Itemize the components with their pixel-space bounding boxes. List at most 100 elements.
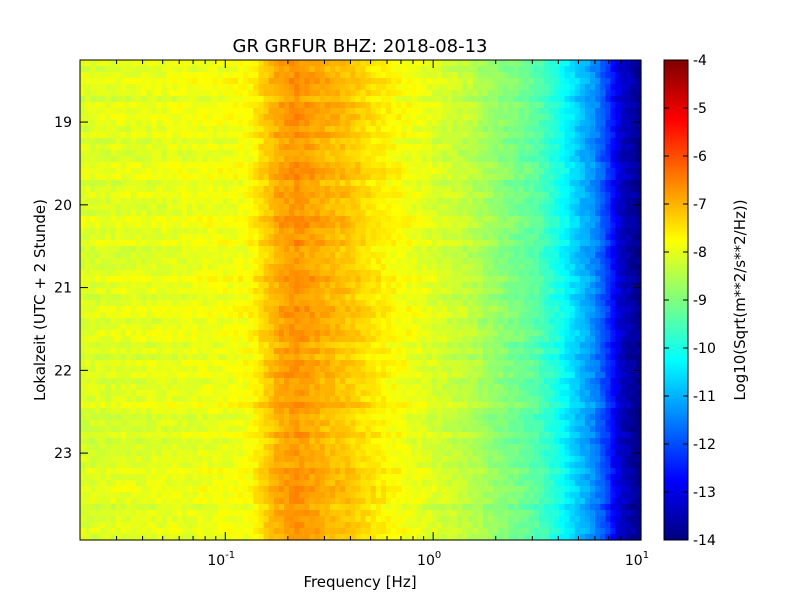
heatmap-cell bbox=[584, 270, 591, 277]
heatmap-cell bbox=[233, 78, 239, 85]
heatmap-cell bbox=[620, 114, 627, 121]
heatmap-cell bbox=[340, 228, 346, 235]
heatmap-cell bbox=[90, 102, 96, 109]
heatmap-cell bbox=[579, 66, 586, 73]
heatmap-cell bbox=[518, 234, 525, 241]
heatmap-cell bbox=[375, 102, 382, 109]
heatmap-cell bbox=[268, 324, 275, 331]
heatmap-cell bbox=[95, 90, 101, 97]
heatmap-cell bbox=[523, 228, 530, 235]
heatmap-cell bbox=[559, 126, 566, 133]
heatmap-cell bbox=[299, 282, 305, 289]
heatmap-cell bbox=[192, 270, 198, 277]
heatmap-cell bbox=[166, 150, 173, 157]
heatmap-cell bbox=[421, 180, 428, 187]
heatmap-cell bbox=[85, 288, 91, 295]
heatmap-cell bbox=[131, 192, 137, 199]
heatmap-cell bbox=[217, 282, 224, 289]
heatmap-cell bbox=[233, 174, 239, 181]
heatmap-cell bbox=[233, 186, 239, 193]
heatmap-cell bbox=[263, 186, 270, 193]
heatmap-cell bbox=[350, 174, 356, 181]
heatmap-cell bbox=[523, 264, 530, 271]
heatmap-cell bbox=[335, 264, 341, 271]
heatmap-cell bbox=[110, 240, 117, 247]
heatmap-cell bbox=[380, 234, 387, 241]
heatmap-cell bbox=[85, 240, 91, 247]
heatmap-cell bbox=[370, 108, 377, 115]
heatmap-cell bbox=[625, 72, 632, 79]
heatmap-cell bbox=[212, 258, 219, 265]
heatmap-cell bbox=[600, 252, 606, 259]
heatmap-cell bbox=[171, 228, 178, 235]
heatmap-cell bbox=[503, 156, 509, 163]
heatmap-cell bbox=[314, 234, 321, 241]
heatmap-cell bbox=[171, 114, 178, 121]
heatmap-cell bbox=[375, 246, 382, 253]
heatmap-cell bbox=[207, 186, 214, 193]
heatmap-cell bbox=[151, 252, 158, 259]
heatmap-cell bbox=[319, 186, 326, 193]
heatmap-cell bbox=[396, 78, 402, 85]
heatmap-cell bbox=[380, 258, 387, 265]
heatmap-cell bbox=[95, 132, 101, 139]
heatmap-cell bbox=[350, 300, 356, 307]
heatmap-cell bbox=[391, 216, 397, 223]
heatmap-cell bbox=[625, 120, 632, 127]
heatmap-cell bbox=[355, 144, 362, 151]
heatmap-cell bbox=[141, 90, 147, 97]
heatmap-cell bbox=[217, 138, 224, 145]
heatmap-cell bbox=[503, 144, 509, 151]
heatmap-cell bbox=[120, 234, 127, 241]
heatmap-cell bbox=[258, 240, 265, 247]
heatmap-cell bbox=[574, 90, 581, 97]
heatmap-cell bbox=[131, 300, 137, 307]
heatmap-cell bbox=[584, 324, 591, 331]
heatmap-cell bbox=[217, 132, 224, 139]
heatmap-cell bbox=[345, 216, 351, 223]
heatmap-cell bbox=[574, 288, 581, 295]
heatmap-cell bbox=[284, 186, 290, 193]
heatmap-cell bbox=[508, 210, 515, 217]
heatmap-cell bbox=[299, 216, 305, 223]
heatmap-cell bbox=[406, 312, 413, 319]
heatmap-cell bbox=[110, 234, 117, 241]
heatmap-cell bbox=[278, 276, 285, 283]
heatmap-cell bbox=[115, 312, 122, 319]
heatmap-cell bbox=[554, 156, 560, 163]
heatmap-cell bbox=[365, 120, 372, 127]
heatmap-cell bbox=[605, 294, 611, 301]
heatmap-cell bbox=[314, 174, 321, 181]
heatmap-cell bbox=[314, 276, 321, 283]
heatmap-cell bbox=[345, 252, 351, 259]
heatmap-cell bbox=[493, 186, 499, 193]
heatmap-cell bbox=[488, 162, 494, 169]
heatmap-cell bbox=[95, 312, 101, 319]
heatmap-cell bbox=[421, 156, 428, 163]
heatmap-cell bbox=[324, 90, 331, 97]
heatmap-cell bbox=[161, 330, 168, 337]
heatmap-cell bbox=[324, 234, 331, 241]
heatmap-cell bbox=[600, 306, 606, 313]
heatmap-cell bbox=[207, 324, 214, 331]
heatmap-cell bbox=[600, 246, 606, 253]
heatmap-cell bbox=[258, 114, 265, 121]
heatmap-cell bbox=[263, 264, 270, 271]
heatmap-cell bbox=[564, 138, 571, 145]
heatmap-cell bbox=[452, 150, 458, 157]
heatmap-cell bbox=[610, 114, 617, 121]
heatmap-cell bbox=[386, 240, 392, 247]
heatmap-cell bbox=[569, 222, 576, 229]
heatmap-cell bbox=[197, 192, 203, 199]
heatmap-cell bbox=[166, 144, 173, 151]
heatmap-cell bbox=[513, 252, 520, 259]
heatmap-cell bbox=[345, 144, 351, 151]
heatmap-cell bbox=[411, 216, 418, 223]
heatmap-cell bbox=[554, 180, 560, 187]
heatmap-cell bbox=[401, 174, 407, 181]
heatmap-cell bbox=[518, 252, 525, 259]
heatmap-cell bbox=[584, 318, 591, 325]
heatmap-cell bbox=[197, 264, 203, 271]
heatmap-cell bbox=[610, 180, 617, 187]
heatmap-cell bbox=[498, 312, 504, 319]
